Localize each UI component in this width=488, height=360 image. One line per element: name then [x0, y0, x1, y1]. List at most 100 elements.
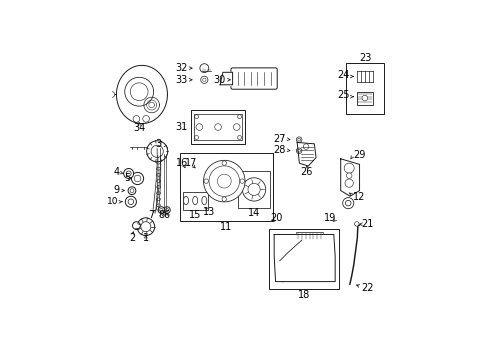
Text: 33: 33 — [175, 75, 187, 85]
Text: 11: 11 — [220, 222, 232, 232]
Bar — [346, 63, 383, 114]
Ellipse shape — [156, 174, 160, 176]
Text: 14: 14 — [247, 208, 260, 218]
Circle shape — [274, 256, 284, 266]
Text: 3: 3 — [155, 139, 162, 149]
Circle shape — [203, 179, 208, 183]
Circle shape — [131, 172, 143, 185]
Polygon shape — [297, 143, 315, 166]
Text: 29: 29 — [352, 150, 365, 159]
Circle shape — [109, 92, 115, 97]
Circle shape — [137, 218, 154, 235]
Text: 19: 19 — [324, 213, 336, 224]
Text: 2: 2 — [128, 233, 135, 243]
Circle shape — [165, 208, 168, 212]
Text: 32: 32 — [175, 63, 187, 73]
Circle shape — [194, 135, 198, 139]
Circle shape — [200, 64, 208, 73]
Ellipse shape — [156, 155, 160, 158]
Circle shape — [151, 145, 163, 157]
Text: 5: 5 — [124, 173, 131, 183]
Text: 28: 28 — [273, 145, 285, 155]
Circle shape — [125, 196, 136, 207]
Text: 23: 23 — [358, 53, 370, 63]
Text: 34: 34 — [133, 123, 145, 133]
Ellipse shape — [156, 161, 160, 164]
Circle shape — [202, 78, 205, 81]
Circle shape — [130, 83, 148, 100]
Circle shape — [134, 175, 141, 182]
Circle shape — [160, 208, 163, 212]
Text: 16: 16 — [176, 158, 188, 168]
FancyBboxPatch shape — [230, 68, 277, 89]
Text: 31: 31 — [175, 122, 187, 132]
Circle shape — [346, 173, 351, 179]
Circle shape — [344, 163, 353, 173]
Circle shape — [208, 166, 239, 196]
Circle shape — [158, 207, 164, 213]
Circle shape — [296, 148, 301, 153]
Text: 26: 26 — [300, 167, 312, 176]
Circle shape — [222, 197, 226, 201]
Circle shape — [200, 76, 207, 84]
Polygon shape — [274, 234, 334, 282]
Text: 1: 1 — [142, 233, 148, 243]
Bar — [268, 229, 339, 288]
Bar — [191, 110, 244, 144]
Ellipse shape — [156, 204, 160, 207]
Text: 6: 6 — [163, 210, 170, 220]
Bar — [238, 171, 269, 208]
Circle shape — [128, 199, 133, 204]
Text: 27: 27 — [273, 134, 285, 144]
Circle shape — [132, 222, 140, 229]
Circle shape — [133, 116, 140, 122]
Bar — [357, 92, 372, 105]
Text: 9: 9 — [113, 185, 120, 195]
Circle shape — [361, 95, 367, 101]
Circle shape — [222, 161, 226, 165]
Circle shape — [194, 115, 198, 118]
Circle shape — [123, 168, 133, 179]
Ellipse shape — [156, 192, 160, 194]
Circle shape — [196, 124, 202, 130]
Text: 22: 22 — [361, 283, 373, 293]
Text: 24: 24 — [337, 70, 349, 80]
Text: 15: 15 — [188, 210, 201, 220]
Polygon shape — [220, 72, 232, 85]
Circle shape — [240, 179, 244, 183]
Circle shape — [142, 116, 149, 122]
Circle shape — [303, 144, 308, 149]
Text: 30: 30 — [213, 75, 225, 85]
Text: 8: 8 — [158, 210, 164, 220]
Ellipse shape — [156, 167, 160, 170]
Ellipse shape — [156, 186, 160, 188]
Ellipse shape — [156, 180, 160, 183]
Circle shape — [128, 187, 136, 194]
Text: 12: 12 — [352, 192, 365, 202]
Circle shape — [214, 124, 221, 130]
Bar — [296, 232, 322, 240]
Circle shape — [297, 149, 300, 152]
Text: 13: 13 — [203, 207, 215, 217]
Circle shape — [345, 179, 353, 187]
Polygon shape — [116, 66, 167, 123]
Circle shape — [233, 124, 240, 130]
Circle shape — [141, 222, 150, 232]
Ellipse shape — [202, 196, 206, 205]
Circle shape — [124, 77, 153, 106]
Polygon shape — [340, 159, 359, 196]
Text: 18: 18 — [297, 290, 309, 300]
Circle shape — [130, 189, 134, 193]
Text: 21: 21 — [361, 219, 373, 229]
Circle shape — [146, 141, 167, 162]
Ellipse shape — [156, 198, 160, 201]
Text: 17: 17 — [184, 158, 197, 168]
Circle shape — [277, 272, 287, 282]
Circle shape — [342, 198, 353, 209]
Ellipse shape — [183, 196, 188, 205]
Circle shape — [203, 160, 244, 202]
Bar — [180, 153, 272, 221]
Text: 25: 25 — [336, 90, 349, 100]
Text: 10: 10 — [107, 197, 119, 206]
Ellipse shape — [192, 196, 197, 205]
